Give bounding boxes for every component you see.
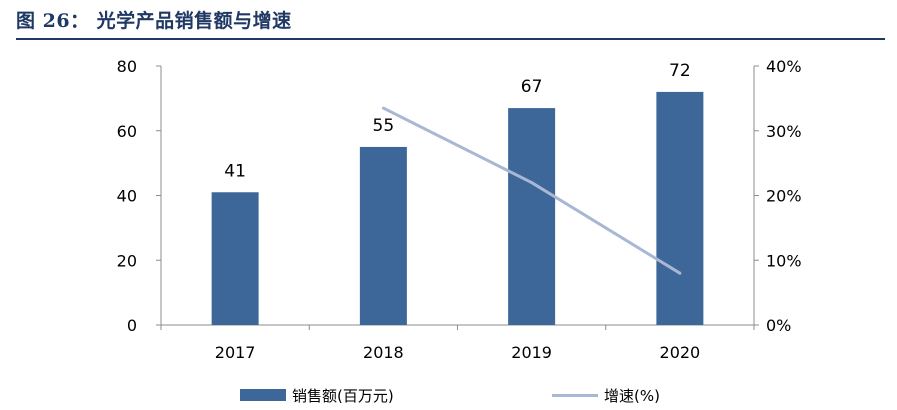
x-tick-label: 2018 [363,343,404,362]
y-left-tick-label: 20 [117,251,137,270]
bar-sales [211,192,259,325]
bar-data-label: 55 [373,116,395,136]
x-tick-label: 2019 [511,343,552,362]
y-left-tick-label: 60 [117,122,137,141]
figure-title: 图 26： 光学产品销售额与增速 [16,10,292,32]
x-tick-label: 2020 [660,343,701,362]
bar-sales [508,108,556,326]
legend-item-sales: 销售额(百万元) [240,384,394,406]
growth-point [530,181,534,185]
y-left-tick-label: 80 [117,57,137,76]
title-divider [16,38,885,40]
y-right-tick-label: 0% [766,316,791,335]
x-tick-label: 2017 [215,343,256,362]
legend-item-growth: 增速(%) [552,384,660,406]
y-right-tick-label: 20% [766,187,802,206]
bar-sales [359,146,407,325]
y-right-tick-label: 10% [766,251,802,270]
bar-sales [656,91,704,326]
y-left-tick-label: 0 [127,316,137,335]
legend-label-growth: 增速(%) [604,386,660,405]
growth-point [678,271,682,275]
y-right-tick-label: 30% [766,122,802,141]
y-right-tick-label: 40% [766,57,802,76]
figure-header: 图 26： 光学产品销售额与增速 [16,6,885,40]
legend-line-swatch [552,393,598,397]
chart-legend: 销售额(百万元) 增速(%) [0,384,897,406]
bar-data-label: 72 [669,61,691,81]
sales-growth-chart: 0 20 40 60 80 0% 10% 20% 30% 40% 2017 2018 2019 2020 4… [117,57,802,362]
growth-point [381,106,385,110]
y-left-tick-label: 40 [117,187,137,206]
legend-label-sales: 销售额(百万元) [292,386,394,405]
legend-bar-swatch [240,389,286,401]
bar-data-label: 41 [224,161,246,181]
bar-data-label: 67 [521,77,543,97]
